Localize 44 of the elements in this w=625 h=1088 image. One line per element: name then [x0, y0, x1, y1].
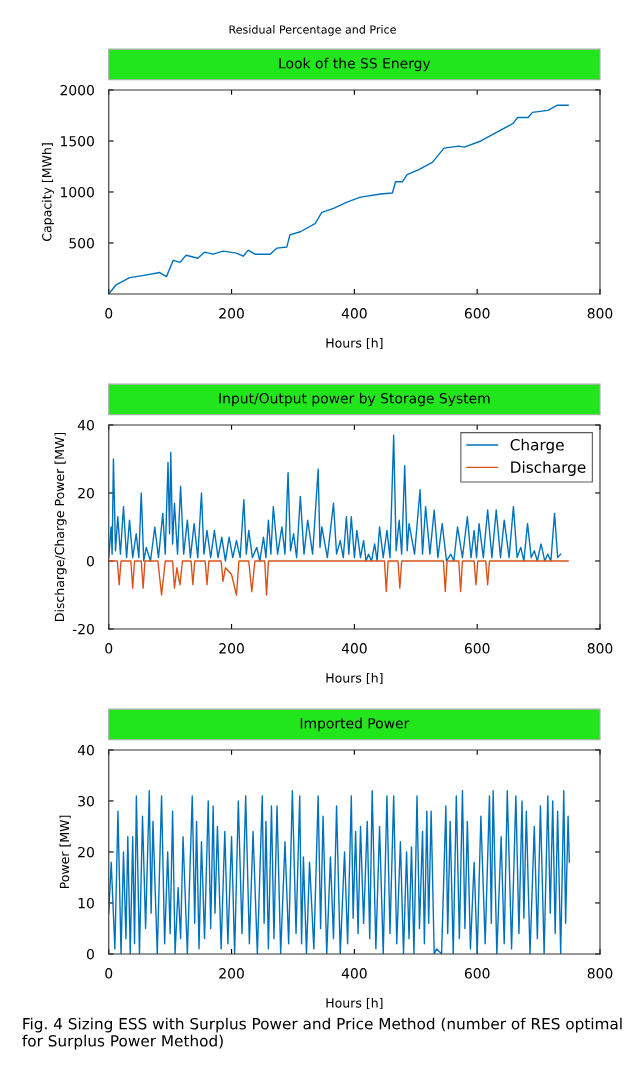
- y-tick-label: 1000: [61, 186, 94, 198]
- x-tick-label: 800: [587, 643, 613, 654]
- x-tick-label: 600: [464, 643, 490, 654]
- line-series: [108, 560, 569, 596]
- x-tick-label: 0: [105, 968, 113, 979]
- x-axis-title: Hours [h]: [326, 672, 383, 685]
- x-tick-label: 200: [219, 643, 244, 654]
- y-tick-label: 20: [78, 846, 94, 858]
- chart-title: Imported Power: [300, 717, 410, 732]
- chart-title: Look of the SS Energy: [279, 57, 431, 72]
- y-tick-label: 500: [69, 237, 94, 249]
- x-tick-label: 600: [464, 308, 490, 319]
- x-tick-label: 400: [341, 643, 367, 654]
- y-axis-title: Power [MW]: [59, 815, 71, 889]
- legend-label: Discharge: [511, 461, 586, 476]
- chart-title: Input/Output power by Storage System: [219, 392, 490, 407]
- x-tick-label: 0: [105, 643, 113, 654]
- legend-label: Charge: [510, 438, 564, 454]
- x-tick-label: 200: [219, 308, 244, 319]
- x-axis-title: Hours [h]: [326, 337, 383, 350]
- x-tick-label: 600: [464, 968, 490, 979]
- x-tick-label: 200: [219, 968, 244, 979]
- line-series: [108, 790, 570, 954]
- line-series: [108, 104, 569, 294]
- y-axis-title: Discharge/Charge Power [MW]: [54, 432, 67, 621]
- text: Residual Percentage and Price: [229, 25, 396, 36]
- y-tick-label: 10: [78, 897, 94, 909]
- y-tick-label: 0: [86, 555, 94, 567]
- y-tick-label: 40: [77, 419, 94, 431]
- x-tick-label: 400: [341, 308, 367, 319]
- y-tick-label: 30: [78, 795, 94, 807]
- x-tick-label: 400: [341, 968, 367, 979]
- y-axis-title: Capacity [MWh]: [41, 143, 54, 241]
- y-tick-label: 2000: [60, 84, 94, 96]
- y-tick-label: 0: [86, 948, 94, 960]
- x-tick-label: 800: [587, 968, 613, 979]
- y-tick-label: 20: [78, 487, 94, 499]
- x-tick-label: 0: [105, 308, 113, 319]
- x-axis-title: Hours [h]: [326, 997, 383, 1010]
- y-tick-label: 1500: [61, 135, 94, 147]
- y-tick-label: -20: [72, 623, 94, 635]
- y-tick-label: 40: [77, 744, 94, 756]
- x-tick-label: 800: [587, 308, 613, 319]
- caption: Fig. 4 Sizing ESS with Surplus Power and Price Method (number of RES optimal for Surplus Power Method): [22, 1017, 622, 1050]
